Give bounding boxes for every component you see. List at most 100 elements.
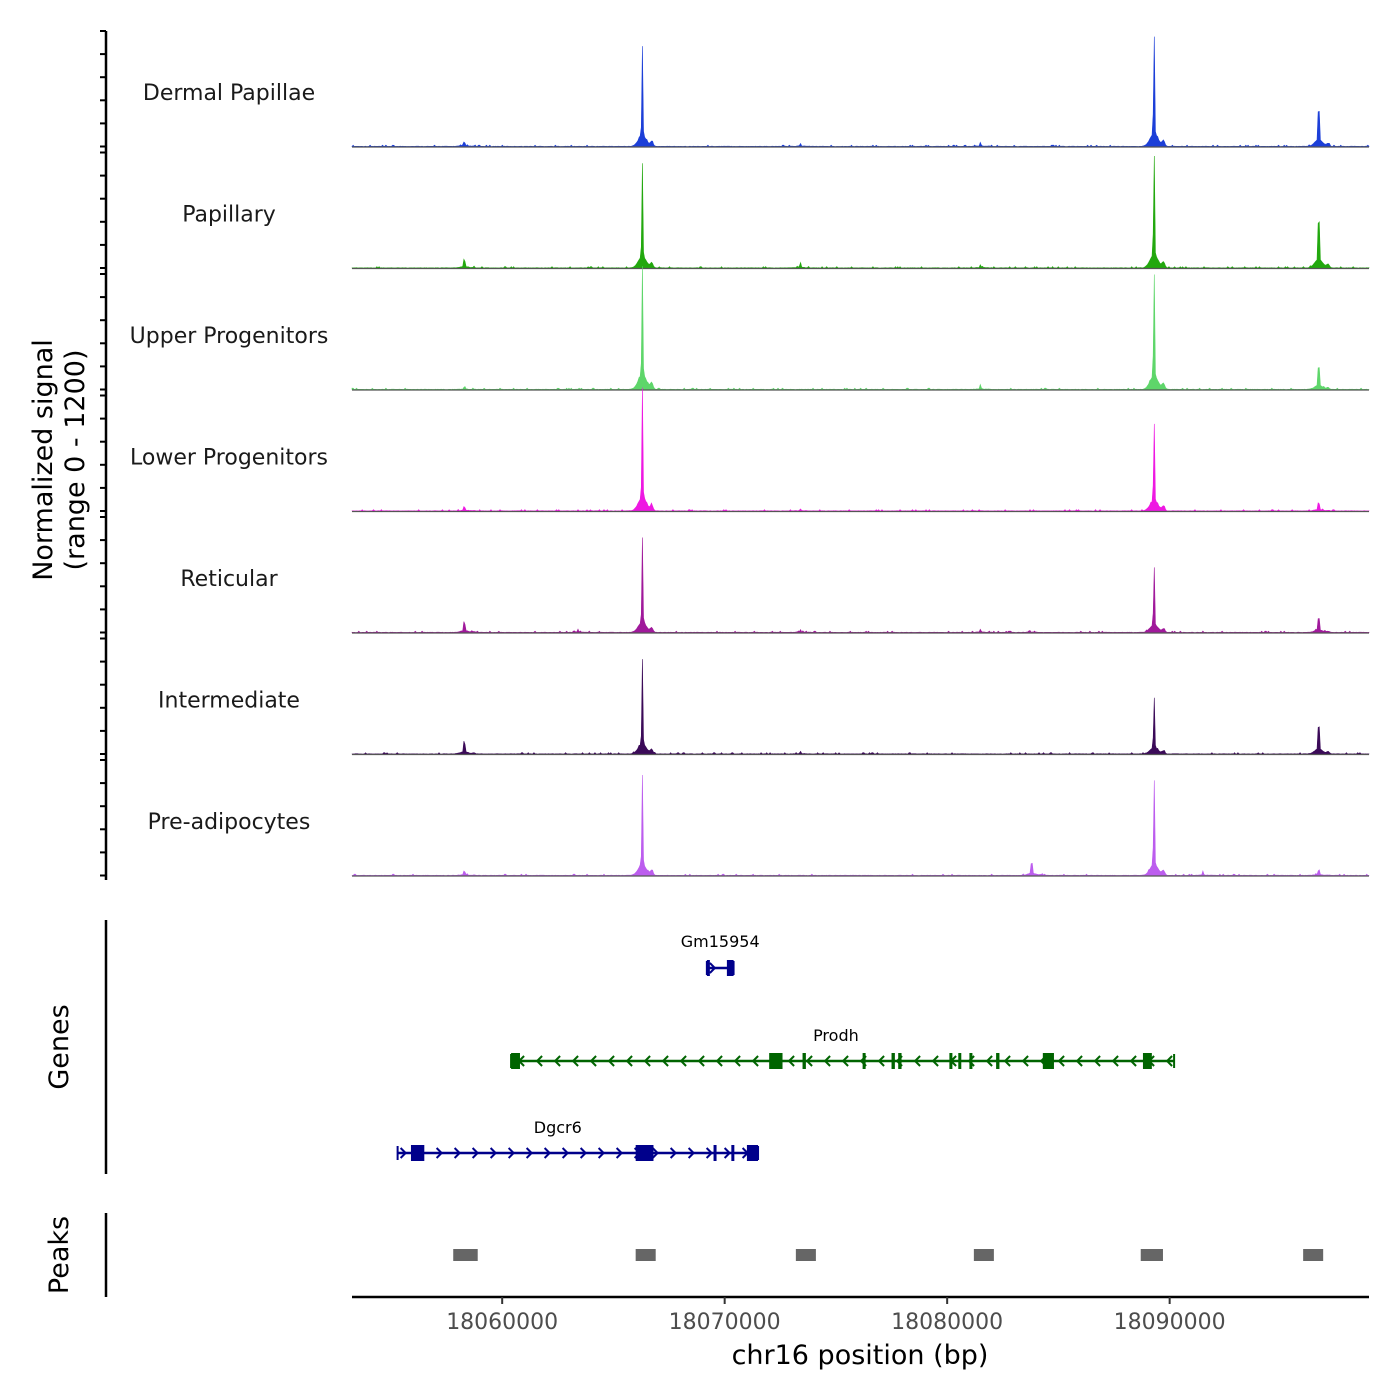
track-label: Lower Progenitors [130,446,328,471]
track-intermediate: Intermediate [158,659,1370,756]
peaks-y-label: Peaks [44,1216,75,1294]
strand-arrow [805,1055,813,1067]
strand-arrow [543,1147,552,1159]
gene-annotations: Gm15954 Prodh Dgcr6 [396,932,1176,1161]
strand-arrow [679,1055,687,1067]
strand-arrow [525,1147,534,1159]
x-tick-label: 18070000 [669,1310,781,1335]
strand-arrow [535,1055,543,1067]
track-label: Dermal Papillae [143,81,315,106]
exon [713,1145,717,1161]
strand-arrow [597,1147,606,1159]
strand-arrow [625,1055,633,1067]
strand-arrow [723,1147,732,1159]
x-tick-label: 18090000 [1114,1310,1226,1335]
gene-dgcr6: Dgcr6 [396,1118,760,1161]
strand-arrow [1111,1055,1119,1067]
strand-arrow [615,1147,624,1159]
strand-arrow [715,1055,723,1067]
exon [996,1053,1000,1069]
gene-label: Dgcr6 [534,1118,582,1137]
peak-region [973,1249,994,1261]
peak-region [453,1249,478,1261]
strand-arrow [967,1055,975,1067]
x-tick-label: 18060000 [446,1310,558,1335]
signal-area [351,537,1370,633]
track-dermal-papillae: Dermal Papillae [143,36,1370,148]
exon [706,960,710,976]
signal-area [351,36,1370,147]
strand-arrow [435,1147,444,1159]
exon [1142,1053,1152,1069]
exon [802,1053,806,1069]
exon [958,1053,962,1069]
strand-arrow [697,1055,705,1067]
strand-arrow [651,1147,660,1159]
signal-y-label-line1: Normalized signal [28,339,59,581]
track-label: Upper Progenitors [130,324,329,349]
signal-y-label-line2: (range 0 - 1200) [60,350,91,571]
exon [891,1053,895,1069]
track-papillary: Papillary [182,155,1370,270]
strand-arrow [787,1055,795,1067]
strand-arrow [507,1147,516,1159]
peak-region [1303,1249,1324,1261]
strand-arrow [841,1055,849,1067]
strand-arrow [751,1055,759,1067]
gene-label: Gm15954 [681,932,760,951]
track-label: Intermediate [158,689,300,714]
strand-arrow [705,1147,714,1159]
signal-tracks: Dermal Papillae Papillary Upper Progenitor… [130,36,1370,877]
signal-area [351,775,1370,876]
track-label: Reticular [180,567,278,592]
signal-area [351,387,1370,512]
track-upper-progenitors: Upper Progenitors [130,266,1370,391]
exon [1042,1053,1054,1069]
strand-arrow [823,1055,831,1067]
strand-arrow [489,1147,498,1159]
signal-area [351,659,1370,755]
strand-arrow [733,1055,741,1067]
strand-arrow [1165,1055,1173,1067]
signal-area [351,266,1370,390]
gene-gm15954: Gm15954 [681,932,760,976]
gene-label: Prodh [813,1026,859,1045]
exon [969,1053,973,1069]
strand-arrow [1021,1055,1029,1067]
exon [635,1145,654,1161]
strand-arrow [687,1147,696,1159]
peak-region [1140,1249,1163,1261]
exon [769,1053,783,1069]
peak-regions [453,1249,1324,1261]
strand-arrow [399,1147,408,1159]
strand-arrow [1075,1055,1083,1067]
strand-arrow [607,1055,615,1067]
exon [410,1145,425,1161]
exon [511,1053,520,1069]
genes-y-label: Genes [44,1004,75,1089]
x-axis-ticks: 18060000 18070000 18080000 18090000 [446,1297,1226,1335]
exon [726,960,734,976]
x-axis-label: chr16 position (bp) [732,1340,989,1371]
track-lower-progenitors: Lower Progenitors [130,387,1370,513]
exon [862,1053,866,1069]
strand-arrow [1093,1055,1101,1067]
track-label: Papillary [182,203,276,228]
strand-arrow [931,1055,939,1067]
exon [731,1145,735,1161]
gene-prodh: Prodh [510,1026,1176,1069]
strand-arrow [561,1147,570,1159]
signal-y-ticks [100,30,106,877]
exon [898,1053,902,1069]
strand-arrow [571,1055,579,1067]
strand-arrow [553,1055,561,1067]
exon [949,1053,953,1069]
strand-arrow [589,1055,597,1067]
strand-arrow [709,962,717,974]
signal-area [351,155,1370,269]
peak-region [795,1249,816,1261]
strand-arrow [913,1055,921,1067]
x-tick-label: 18080000 [891,1310,1003,1335]
strand-arrow [1129,1055,1137,1067]
